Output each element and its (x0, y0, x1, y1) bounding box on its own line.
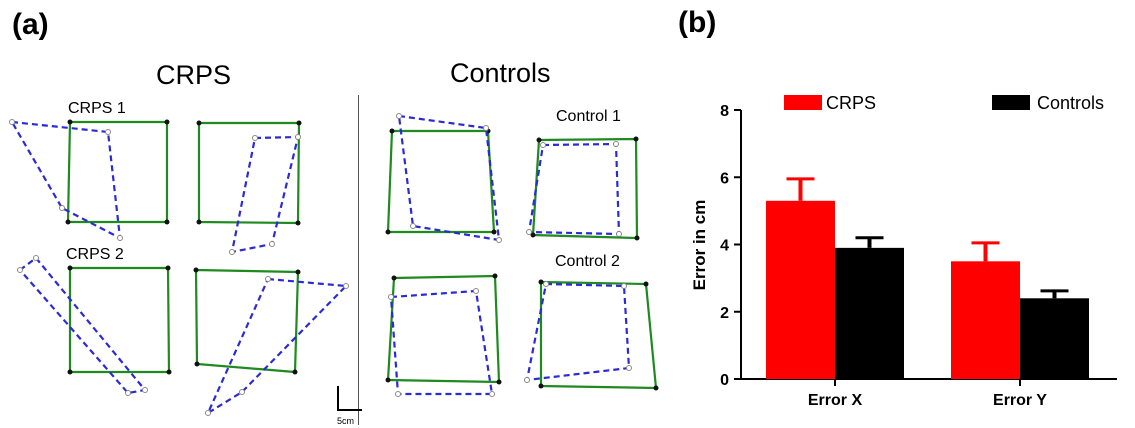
panel-b-label: (b) (678, 6, 717, 39)
group-divider (358, 95, 359, 425)
crps-group-title: CRPS (156, 60, 232, 90)
chart-legend: CRPS Controls (784, 93, 1104, 113)
control2-left-drawn-shape (389, 289, 494, 396)
panel-a-label: (a) (12, 8, 49, 41)
scale-bar (337, 386, 362, 411)
crps1-label: CRPS 1 (68, 100, 126, 117)
crps2-right-drawn-shape (205, 277, 349, 416)
control1-label: Control 1 (556, 108, 621, 125)
chart-bars (766, 177, 1089, 379)
x-category-label-1: Error Y (993, 392, 1047, 409)
controls-group-title: Controls (450, 58, 551, 88)
control2-label: Control 2 (555, 253, 620, 270)
legend-label-crps: CRPS (826, 93, 876, 113)
legend-swatch-controls (992, 95, 1030, 110)
x-category-label-0: Error X (808, 392, 863, 409)
drawn-vertices (9, 113, 632, 416)
bar-controls-error-x (835, 247, 904, 379)
y-tick-label-6: 6 (720, 170, 729, 187)
y-axis-label: Error in cm (690, 200, 709, 291)
bar-crps-error-x (766, 200, 835, 379)
target-vertices (65, 119, 659, 391)
y-tick-label-0: 0 (720, 372, 729, 389)
legend-swatch-crps (784, 95, 822, 110)
y-tick-label-4: 4 (720, 238, 729, 255)
square-drawings (9, 113, 659, 416)
legend-label-controls: Controls (1037, 93, 1104, 113)
scale-label: 5cm (337, 416, 355, 426)
bar-controls-error-y (1020, 298, 1089, 379)
y-tick-label-2: 2 (720, 305, 729, 322)
bar-crps-error-y (951, 261, 1020, 379)
y-tick-label-8: 8 (720, 103, 729, 120)
crps2-label: CRPS 2 (66, 246, 124, 263)
